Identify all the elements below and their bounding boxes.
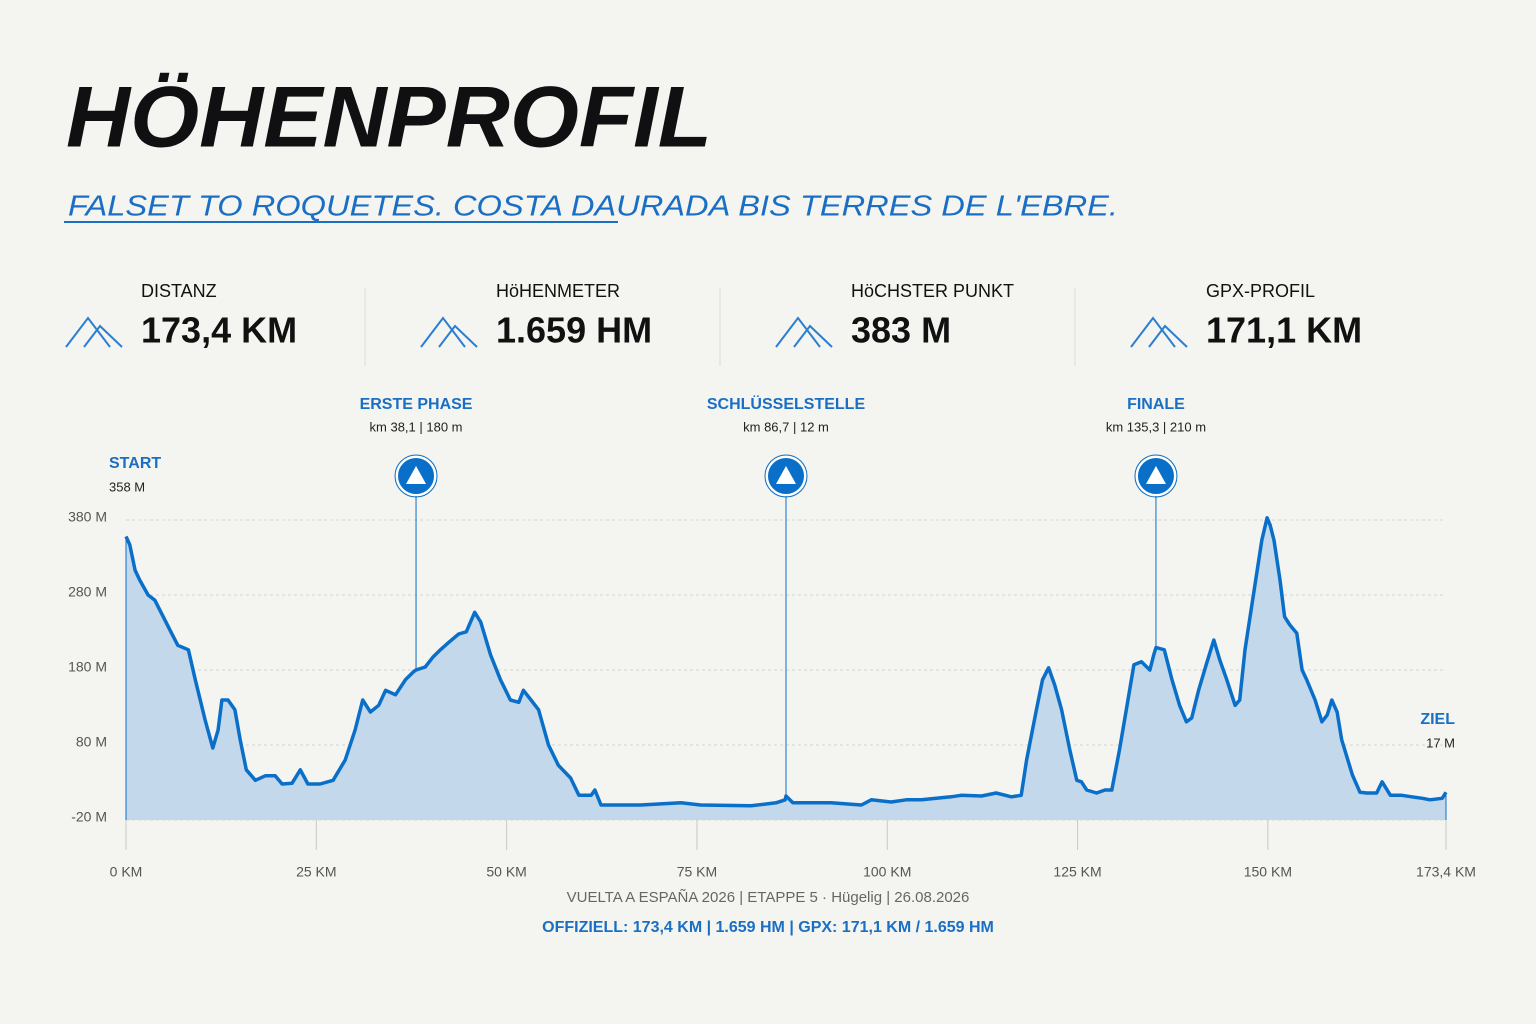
area-fill [126,517,1446,820]
x-tick-label: 0 KM [110,864,143,880]
footer-summary: OFFIZIELL: 173,4 KM | 1.659 HM | GPX: 17… [542,919,994,936]
annotation-icon [406,466,427,484]
x-tick-label: 75 KM [677,864,717,880]
y-tick-label: 380 M [68,509,107,525]
stat-label: GPX-PROFIL [1206,281,1315,301]
annotation-detail: km 135,3 | 210 m [1106,419,1206,434]
stat-value: 173,4 KM [141,310,297,351]
annotation-label: ERSTE PHASE [360,396,473,413]
mountain-icon [65,316,123,348]
y-tick-label: 180 M [68,659,107,675]
annotation-ring [394,454,438,498]
mountain-icon [420,316,478,348]
stat-label: DISTANZ [141,281,217,301]
mountain-icon [775,316,833,348]
stat-label: HöHENMETER [496,281,620,301]
x-tick-label: 100 KM [863,864,911,880]
x-tick-label: 125 KM [1053,864,1101,880]
page-title: HÖHENPROFIL [66,70,712,166]
stat-value: 1.659 HM [496,310,652,351]
x-tick-label: 25 KM [296,864,336,880]
elevation-line [124,516,1448,808]
annotation-detail: km 86,7 | 12 m [743,419,829,434]
subtitle: FALSET TO ROQUETES. COSTA DAURADA BIS TE… [68,191,1118,223]
x-tick-label: 150 KM [1244,864,1292,880]
annotation-label: FINALE [1127,396,1185,413]
y-tick-label: -20 M [71,809,107,825]
footer-line: VUELTA A ESPAÑA 2026 | ETAPPE 5 · Hügeli… [567,889,970,906]
annotation-detail: km 38,1 | 180 m [370,419,463,434]
annotation-ring [764,454,808,498]
y-tick-label: 280 M [68,584,107,600]
annotation-ring [1134,454,1178,498]
stat-value: 171,1 KM [1206,310,1362,351]
start-label: START [109,455,161,472]
annotation-icon [1145,466,1166,484]
stat-value: 383 M [851,310,951,351]
finish-label: ZIEL [1420,711,1455,728]
stat-label: HöCHSTER PUNKT [851,281,1014,301]
finish-detail: 17 M [1426,735,1455,750]
x-tick-label: 173,4 KM [1416,864,1476,880]
x-tick-label: 50 KM [486,864,526,880]
start-detail: 358 M [109,479,145,494]
annotation-icon [776,466,796,484]
y-tick-label: 80 M [76,734,107,750]
annotation-label: SCHLÜSSELSTELLE [707,394,866,413]
mountain-icon [1130,316,1188,348]
